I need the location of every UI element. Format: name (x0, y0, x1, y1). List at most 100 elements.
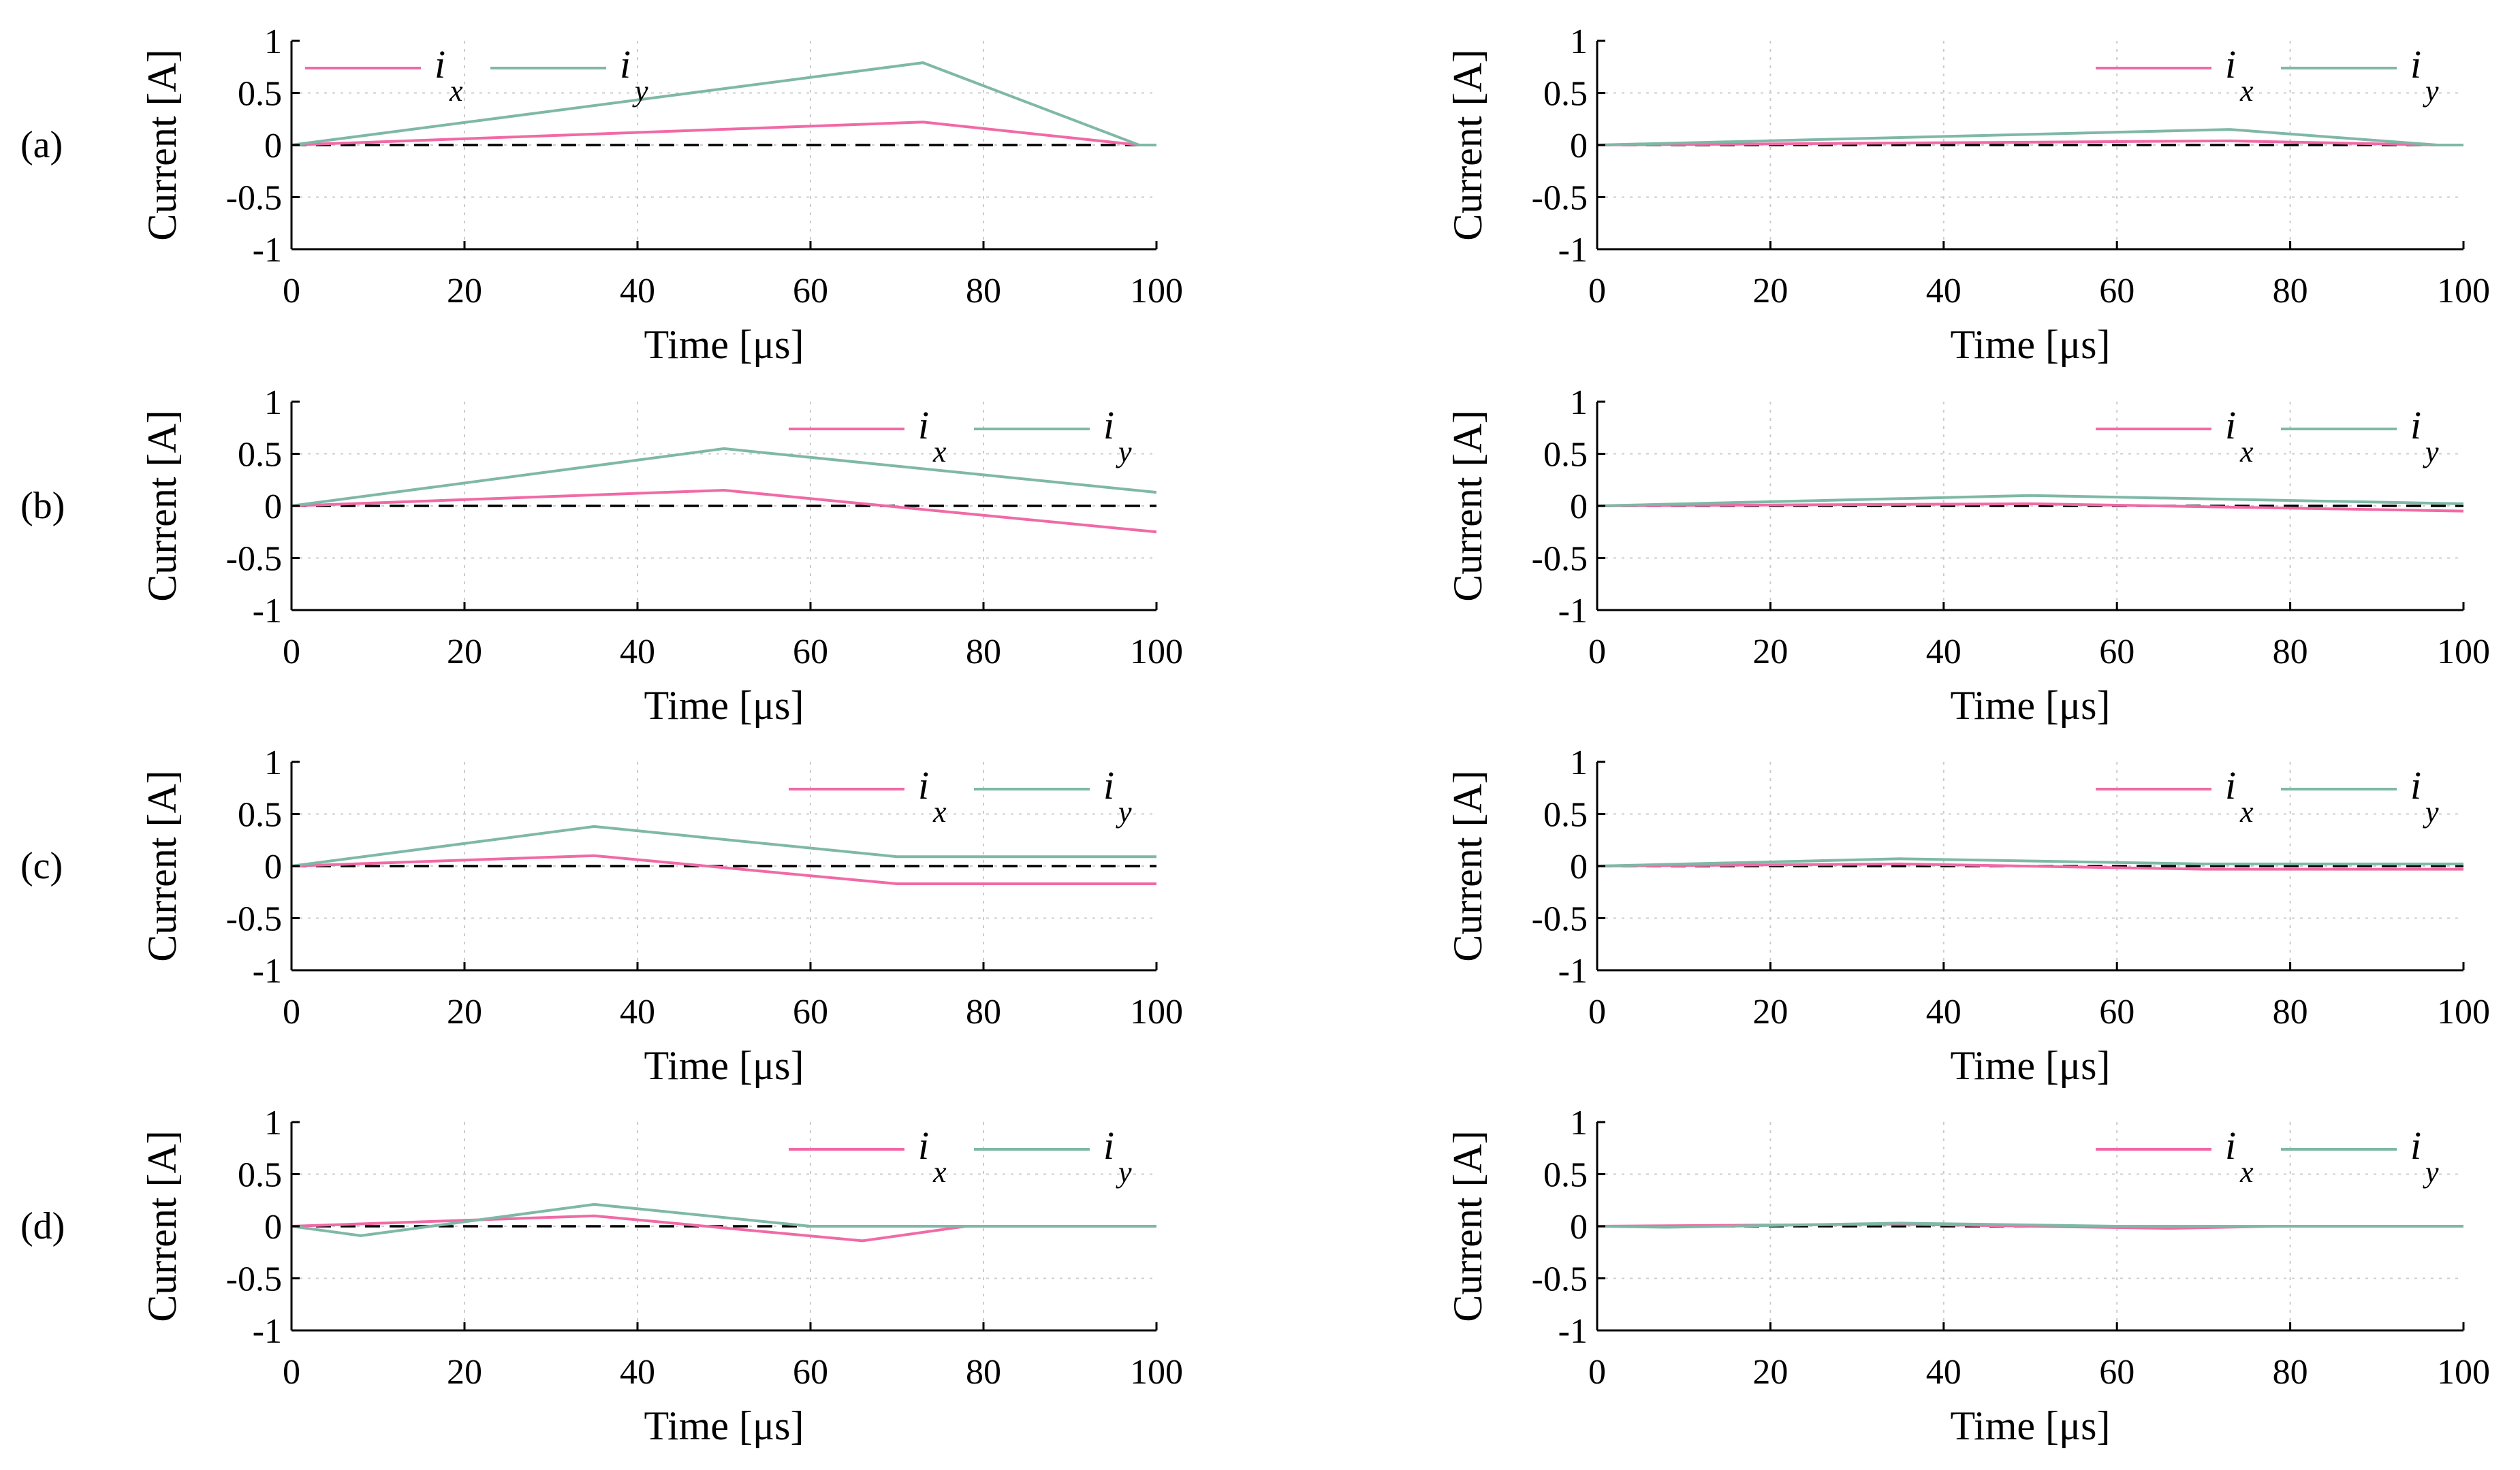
x-tick-label: 0 (283, 993, 300, 1032)
y-tick-label: -0.5 (1532, 540, 1588, 579)
y-tick-label: 0 (1570, 127, 1588, 165)
x-tick-label: 60 (793, 993, 828, 1032)
x-tick-label: 40 (620, 993, 655, 1032)
x-tick-label: 0 (1588, 633, 1606, 671)
x-tick-label: 40 (1926, 993, 1962, 1032)
y-tick-label: 0.5 (238, 75, 282, 114)
x-tick-label: 40 (620, 1353, 655, 1392)
y-tick-label: 0 (1570, 848, 1588, 886)
x-tick-label: 80 (2273, 272, 2308, 310)
y-tick-label: -0.5 (1532, 1260, 1588, 1299)
y-tick-label: 0.5 (1543, 1156, 1588, 1195)
y-tick-label: 0 (1570, 1208, 1588, 1247)
series-line-iy (291, 447, 1157, 507)
x-axis-label: Time [μs] (1951, 322, 2111, 367)
chart-panel: 0 20 40 60 80 100 -1 -0.5 0 0.5 1 Time [μs] Current … (1445, 744, 2490, 1088)
x-tick-label: 40 (1926, 633, 1962, 671)
y-tick-label: 0.5 (238, 1156, 282, 1195)
legend-label-sub: y (2423, 795, 2439, 829)
y-tick-label: 1 (264, 744, 282, 782)
x-axis-label: Time [μs] (644, 322, 804, 367)
legend-label-main: i (2410, 763, 2421, 808)
y-tick-label: -1 (1558, 952, 1588, 991)
x-tick-label: 100 (2437, 272, 2490, 310)
chart-panel: 0 20 40 60 80 100 -1 -0.5 0 0.5 1 Time [μs] Current … (1445, 383, 2490, 728)
y-tick-label: 1 (1570, 383, 1588, 422)
y-axis-label: Current [A] (1445, 770, 1490, 962)
legend-label-main: i (2410, 403, 2421, 447)
x-tick-label: 20 (447, 272, 482, 310)
x-tick-label: 80 (2273, 1353, 2308, 1392)
series-line-iy (1596, 494, 2464, 507)
y-axis-label: Current [A] (1445, 1130, 1490, 1322)
row-label: (a) (20, 124, 63, 166)
y-tick-label: -0.5 (1532, 900, 1588, 939)
series-line-iy (1596, 128, 2463, 146)
x-tick-label: 0 (283, 633, 300, 671)
legend-label-sub: x (932, 435, 947, 468)
legend-label-main: i (918, 1123, 929, 1168)
series-line-iy (291, 61, 1156, 146)
x-tick-label: 20 (447, 633, 482, 671)
y-tick-label: 0 (264, 848, 282, 886)
legend-label-main: i (2225, 403, 2236, 447)
y-axis-label: Current [A] (1445, 410, 1490, 602)
x-tick-label: 20 (1752, 272, 1788, 310)
x-axis-label: Time [μs] (1951, 1403, 2111, 1448)
series-line-iy (291, 825, 1156, 867)
x-tick-label: 0 (283, 1353, 300, 1392)
x-tick-label: 40 (620, 633, 655, 671)
legend-label-main: i (1103, 763, 1114, 808)
x-tick-label: 100 (2437, 633, 2490, 671)
y-tick-label: 1 (1570, 1104, 1588, 1143)
chart-panel: 0 20 40 60 80 100 -1 -0.5 0 0.5 1 Time [μs] Current … (140, 383, 1183, 728)
series-line-ix (291, 121, 1156, 146)
row-label: (c) (20, 845, 63, 887)
y-tick-label: 0.5 (238, 436, 282, 475)
x-tick-label: 100 (1130, 993, 1183, 1032)
y-tick-label: -0.5 (226, 540, 282, 579)
legend-label-sub: y (2423, 1155, 2439, 1189)
x-tick-label: 40 (1926, 1353, 1962, 1392)
chart-panel: 0 20 40 60 80 100 -1 -0.5 0 0.5 1 Time [μs] Current … (140, 22, 1183, 367)
legend-label-sub: y (1116, 1155, 1132, 1189)
legend-label-main: i (918, 403, 929, 447)
y-axis-label: Current [A] (140, 410, 185, 602)
x-tick-label: 0 (1588, 272, 1606, 310)
series-line-iy (1596, 857, 2463, 867)
y-axis-label: Current [A] (1445, 49, 1490, 241)
x-axis-label: Time [μs] (644, 683, 804, 728)
y-tick-label: 1 (264, 22, 282, 61)
x-tick-label: 60 (793, 272, 828, 310)
legend-label-main: i (1103, 1123, 1114, 1168)
chart-panel: 0 20 40 60 80 100 -1 -0.5 0 0.5 1 Time [μs] Current … (140, 1104, 1183, 1448)
x-tick-label: 100 (2437, 1353, 2490, 1392)
legend-label-sub: y (2423, 435, 2439, 468)
legend-label-main: i (918, 763, 929, 808)
legend-label-main: i (435, 42, 445, 86)
y-tick-label: 1 (264, 383, 282, 422)
y-tick-label: 0.5 (238, 796, 282, 835)
x-tick-label: 80 (966, 272, 1001, 310)
row-label: (b) (20, 485, 65, 527)
legend-label-sub: y (632, 74, 648, 108)
legend-label-sub: y (1116, 795, 1132, 829)
x-tick-label: 80 (966, 993, 1001, 1032)
y-tick-label: -1 (253, 592, 282, 630)
y-tick-label: -1 (1558, 231, 1588, 270)
x-tick-label: 20 (447, 1353, 482, 1392)
legend-label-sub: x (449, 74, 463, 108)
y-tick-label: 0.5 (1543, 436, 1588, 475)
legend-label-main: i (2410, 42, 2421, 86)
y-axis-label: Current [A] (140, 1130, 185, 1322)
x-tick-label: 80 (2273, 993, 2308, 1032)
y-axis-label: Current [A] (140, 770, 185, 962)
x-tick-label: 60 (2099, 993, 2135, 1032)
x-axis-label: Time [μs] (1951, 1043, 2111, 1088)
y-tick-label: 1 (1570, 22, 1588, 61)
x-tick-label: 60 (2099, 1353, 2135, 1392)
